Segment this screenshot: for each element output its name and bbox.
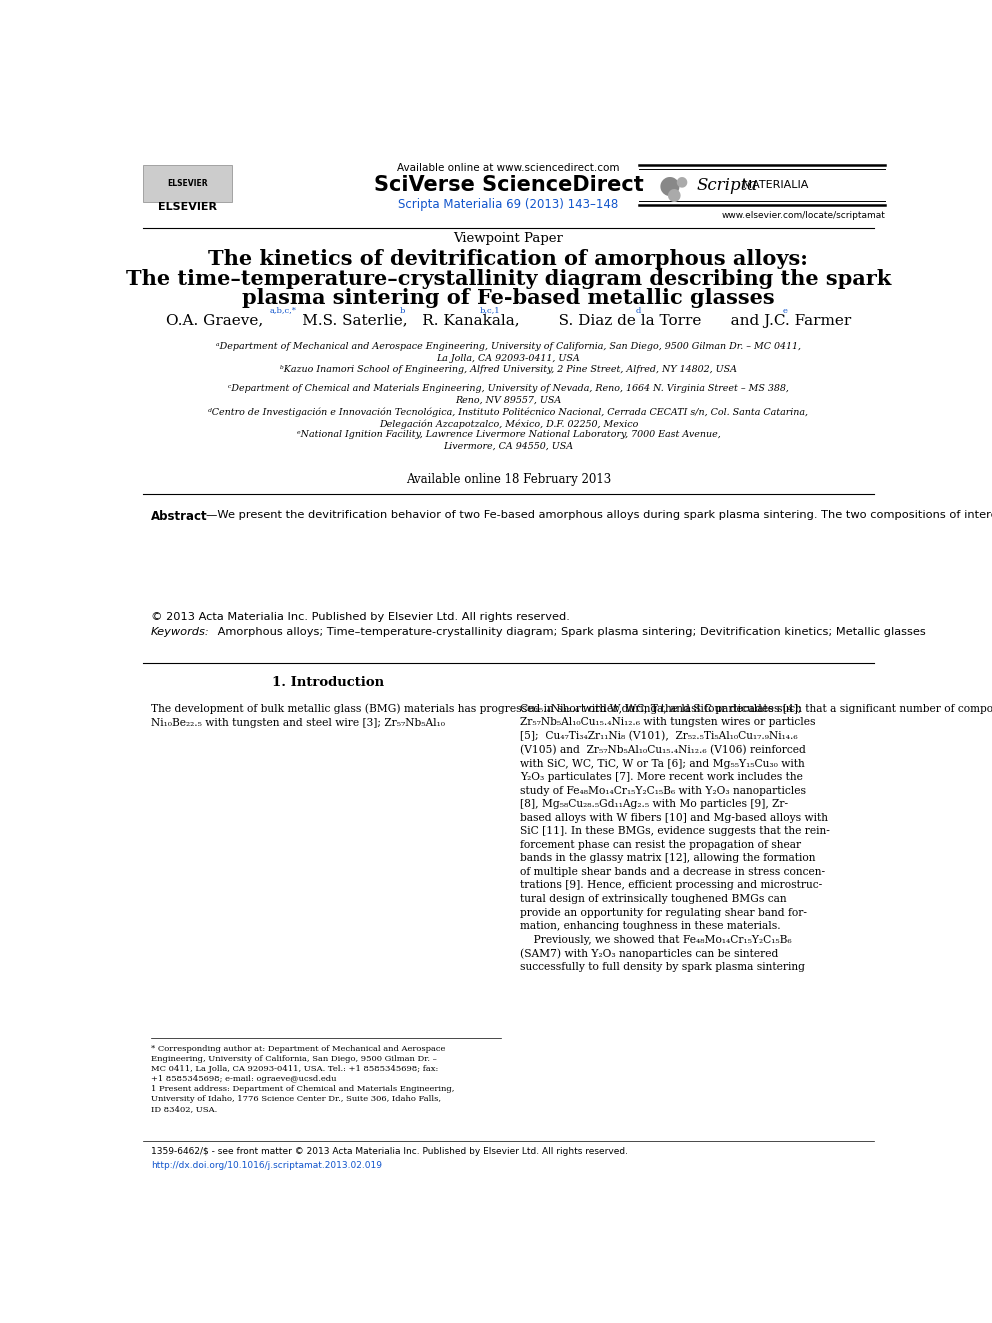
Text: ᵇKazuo Inamori School of Engineering, Alfred University, 2 Pine Street, Alfred, : ᵇKazuo Inamori School of Engineering, Al… (280, 365, 737, 373)
Text: a,b,c,*: a,b,c,* (270, 307, 297, 315)
Text: 1359-6462/$ - see front matter © 2013 Acta Materialia Inc. Published by Elsevier: 1359-6462/$ - see front matter © 2013 Ac… (151, 1147, 628, 1156)
Text: http://dx.doi.org/10.1016/j.scriptamat.2013.02.019: http://dx.doi.org/10.1016/j.scriptamat.2… (151, 1162, 382, 1170)
Text: The time–temperature–crystallinity diagram describing the spark: The time–temperature–crystallinity diagr… (126, 269, 891, 288)
Text: SciVerse ScienceDirect: SciVerse ScienceDirect (374, 175, 643, 196)
Text: plasma sintering of Fe-based metallic glasses: plasma sintering of Fe-based metallic gl… (242, 288, 775, 308)
Text: Available online 18 February 2013: Available online 18 February 2013 (406, 474, 611, 486)
Text: b,c,1: b,c,1 (480, 307, 501, 315)
Text: d: d (635, 307, 641, 315)
Text: Viewpoint Paper: Viewpoint Paper (453, 232, 563, 245)
Text: ●: ● (667, 187, 681, 205)
Text: 1. Introduction: 1. Introduction (272, 676, 384, 689)
Text: Abstract: Abstract (151, 511, 207, 523)
Text: Available online at www.sciencedirect.com: Available online at www.sciencedirect.co… (397, 163, 620, 173)
Text: ELSEVIER: ELSEVIER (168, 179, 208, 188)
Text: ᵈCentro de Investigación e Innovación Tecnológica, Instituto Politécnico Naciona: ᵈCentro de Investigación e Innovación Te… (208, 407, 808, 430)
Text: ●: ● (676, 175, 687, 188)
Text: b: b (399, 307, 405, 315)
Text: ●: ● (659, 175, 681, 198)
Text: The development of bulk metallic glass (BMG) materials has progressed in short o: The development of bulk metallic glass (… (151, 704, 992, 728)
Text: The kinetics of devitrification of amorphous alloys:: The kinetics of devitrification of amorp… (208, 249, 808, 269)
Text: * Corresponding author at: Department of Mechanical and Aerospace
Engineering, U: * Corresponding author at: Department of… (151, 1045, 454, 1113)
Text: ᵉNational Ignition Facility, Lawrence Livermore National Laboratory, 7000 East A: ᵉNational Ignition Facility, Lawrence Li… (297, 430, 720, 451)
Text: Scripta: Scripta (696, 177, 758, 193)
Bar (143, 165, 231, 201)
Text: www.elsevier.com/locate/scriptamat: www.elsevier.com/locate/scriptamat (721, 212, 885, 221)
Text: O.A. Graeve,        M.S. Saterlie,   R. Kanakala,        S. Diaz de la Torre    : O.A. Graeve, M.S. Saterlie, R. Kanakala,… (166, 314, 851, 328)
Text: ᶜDepartment of Chemical and Materials Engineering, University of Nevada, Reno, 1: ᶜDepartment of Chemical and Materials En… (228, 384, 789, 405)
Text: Cu₁₅.₄Ni₁₂.₆ with W, WC, Ta, and SiC particulates [4];
Zr₅₇Nb₅Al₁₀Cu₁₅.₄Ni₁₂.₆ w: Cu₁₅.₄Ni₁₂.₆ with W, WC, Ta, and SiC par… (520, 704, 829, 972)
Text: ᵃDepartment of Mechanical and Aerospace Engineering, University of California, S: ᵃDepartment of Mechanical and Aerospace … (216, 343, 801, 363)
Text: Keywords:: Keywords: (151, 627, 209, 638)
Text: Scripta Materialia 69 (2013) 143–148: Scripta Materialia 69 (2013) 143–148 (398, 198, 619, 212)
Text: MATERIALIA: MATERIALIA (739, 180, 808, 191)
Text: Amorphous alloys; Time–temperature-crystallinity diagram; Spark plasma sintering: Amorphous alloys; Time–temperature-cryst… (214, 627, 926, 638)
Text: —We present the devitrification behavior of two Fe-based amorphous alloys during: —We present the devitrification behavior… (206, 511, 992, 520)
Text: ELSEVIER: ELSEVIER (159, 201, 217, 212)
Text: e: e (783, 307, 788, 315)
Text: © 2013 Acta Materialia Inc. Published by Elsevier Ltd. All rights reserved.: © 2013 Acta Materialia Inc. Published by… (151, 613, 569, 622)
